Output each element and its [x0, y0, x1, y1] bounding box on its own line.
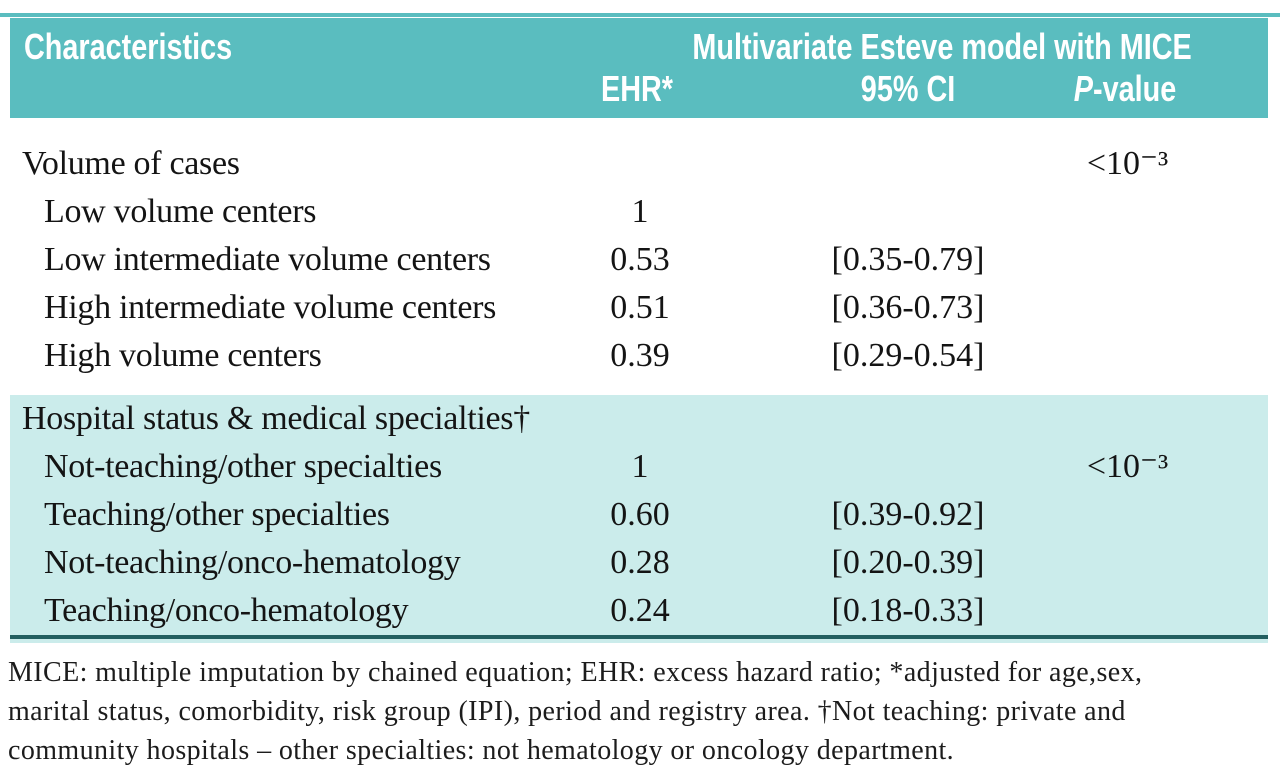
ci-value: [0.20-0.39] [831, 544, 985, 581]
ehr-value [520, 140, 760, 188]
table-row: High volume centers 0.39 [0.29-0.54] [10, 332, 1268, 380]
hospital-status-section: Hospital status & medical specialties† No… [10, 395, 1268, 635]
p-value [1010, 395, 1245, 443]
header-col-pvalue: P-value [1015, 69, 1235, 109]
p-value: <10⁻³ [1086, 448, 1169, 485]
header-col-ehr: EHR* [537, 69, 737, 109]
header-span-title-label: Multivariate Esteve model with MICE [692, 26, 1192, 67]
pvalue-rest: -value [1092, 68, 1177, 109]
row-label: Not-teaching/onco-hematology [44, 544, 461, 581]
table-body: Volume of cases <10⁻³ Low volume centers 1 L… [0, 118, 1280, 635]
p-value: <10⁻³ [1086, 145, 1169, 182]
p-value [1010, 236, 1245, 284]
ci-value: [0.18-0.33] [831, 592, 985, 629]
bottom-dark-rule [10, 635, 1268, 639]
row-label: Teaching/other specialties [44, 496, 390, 533]
row-label: Not-teaching/other specialties [44, 448, 442, 485]
ci-value: [0.39-0.92] [831, 496, 985, 533]
header-characteristics-label: Characteristics [24, 26, 233, 67]
footnote-line: community hospitals – other specialties:… [8, 735, 955, 766]
table-footnote: MICE: multiple imputation by chained equ… [0, 643, 1280, 770]
header-span-title: Multivariate Esteve model with MICE [630, 26, 1192, 67]
ehr-value: 0.24 [610, 592, 670, 629]
row-label: High intermediate volume centers [44, 289, 497, 326]
row-label: High volume centers [44, 337, 322, 374]
row-label: Low intermediate volume centers [44, 241, 491, 278]
footnote-line: marital status, comorbidity, risk group … [8, 696, 1126, 727]
row-label: Volume of cases [22, 145, 240, 182]
top-rule [0, 13, 1280, 17]
ci-value: [0.35-0.79] [831, 241, 985, 278]
ehr-value: 0.60 [610, 496, 670, 533]
table-row: Hospital status & medical specialties† [10, 395, 1268, 443]
ci-value: [0.29-0.54] [831, 337, 985, 374]
ehr-value: 0.39 [610, 337, 670, 374]
p-value [1010, 188, 1245, 236]
header-col-ci-label: 95% CI [860, 68, 956, 109]
table-row: Teaching/onco-hematology 0.24 [0.18-0.33] [10, 587, 1268, 635]
bottom-tint-strip [10, 639, 1268, 643]
p-value [1010, 491, 1245, 539]
table-row: Volume of cases <10⁻³ [10, 140, 1268, 188]
ehr-value: 0.53 [610, 241, 670, 278]
header-characteristics: Characteristics [24, 27, 284, 67]
p-value [1010, 332, 1245, 380]
row-label: Hospital status & medical specialties† [22, 400, 530, 437]
ehr-value: 0.51 [610, 289, 670, 326]
table-header: Characteristics Multivariate Esteve mode… [10, 18, 1268, 118]
table-row: Not-teaching/onco-hematology 0.28 [0.20-0.… [10, 539, 1268, 587]
row-label: Low volume centers [44, 193, 317, 230]
footnote-line: MICE: multiple imputation by chained equ… [8, 657, 1143, 688]
table-row: Not-teaching/other specialties 1 <10⁻³ [10, 443, 1268, 491]
volume-of-cases-section: Volume of cases <10⁻³ Low volume centers 1 L… [10, 118, 1268, 395]
ehr-value: 1 [631, 193, 649, 230]
p-value [1010, 539, 1245, 587]
ci-value: [0.36-0.73] [831, 289, 985, 326]
pvalue-italic-p: P [1073, 68, 1093, 109]
table-row: High intermediate volume centers 0.51 [0.3… [10, 284, 1268, 332]
ehr-value [520, 395, 760, 443]
header-col-ehr-label: EHR* [600, 68, 674, 109]
header-col-ci: 95% CI [798, 69, 1018, 109]
p-value [1010, 284, 1245, 332]
table-row: Low intermediate volume centers 0.53 [0.35… [10, 236, 1268, 284]
table-row: Teaching/other specialties 0.60 [0.39-0.92… [10, 491, 1268, 539]
p-value [1010, 587, 1245, 635]
header-col-pvalue-label: P-value [1074, 69, 1176, 109]
row-label: Teaching/onco-hematology [44, 592, 409, 629]
table-row: Low volume centers 1 [10, 188, 1268, 236]
ehr-value: 0.28 [610, 544, 670, 581]
ehr-value: 1 [631, 448, 649, 485]
